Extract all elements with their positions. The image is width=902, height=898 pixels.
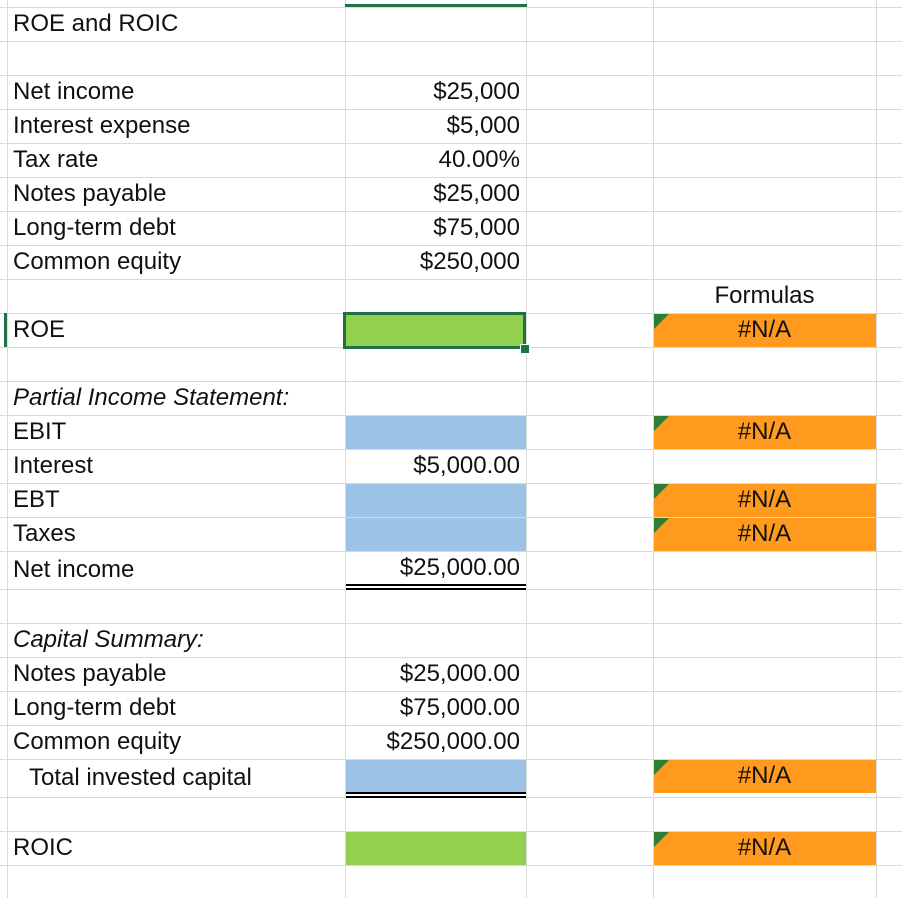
roic-formula-cell[interactable] <box>654 832 876 865</box>
interest-value[interactable]: $5,000.00 <box>413 452 520 479</box>
gridline <box>0 517 902 518</box>
input-label: Long-term debt <box>13 214 176 241</box>
net-income-value[interactable]: $25,000.00 <box>399 554 520 581</box>
roe-result-cell[interactable] <box>346 314 526 347</box>
gridline <box>0 657 902 658</box>
error-indicator-icon[interactable] <box>654 760 669 775</box>
input-value[interactable]: $25,000 <box>433 78 520 105</box>
gridline <box>0 7 902 8</box>
double-underline <box>346 792 526 798</box>
roic-result-cell[interactable] <box>346 832 526 865</box>
total-formula-cell[interactable] <box>654 760 876 793</box>
roic-label: ROIC <box>13 834 73 861</box>
roe-label: ROE <box>13 316 66 343</box>
notes-payable-value[interactable]: $25,000.00 <box>399 660 520 687</box>
gridline <box>0 415 902 416</box>
gridline <box>0 109 902 110</box>
gridline <box>0 691 902 692</box>
input-value[interactable]: $250,000 <box>419 248 520 275</box>
gridline <box>0 551 902 552</box>
taxes-label: Taxes <box>13 520 76 547</box>
ebit-label: EBIT <box>13 418 67 445</box>
long-term-debt-value[interactable]: $75,000.00 <box>399 694 520 721</box>
common-equity-label: Common equity <box>13 728 182 755</box>
input-value[interactable]: $5,000 <box>446 112 520 139</box>
fill-handle[interactable] <box>520 344 530 354</box>
gridline <box>0 75 902 76</box>
gridline <box>0 623 902 624</box>
gridline <box>0 449 902 450</box>
ebt-formula-cell[interactable] <box>654 484 876 517</box>
column-selected-indicator <box>345 4 527 7</box>
capital-summary-header: Capital Summary: <box>13 626 204 653</box>
roe-formula-cell[interactable] <box>654 314 876 347</box>
input-label: Net income <box>13 78 135 105</box>
taxes-formula-text: #N/A <box>737 520 792 547</box>
total-invested-capital-label: Total invested capital <box>29 764 252 791</box>
gridline <box>0 831 902 832</box>
error-indicator-icon[interactable] <box>654 314 669 329</box>
input-label: Notes payable <box>13 180 167 207</box>
error-indicator-icon[interactable] <box>654 518 669 533</box>
double-underline <box>346 584 526 590</box>
ebt-label: EBT <box>13 486 60 513</box>
gridline <box>0 177 902 178</box>
formulas-header: Formulas <box>714 282 815 309</box>
input-label: Common equity <box>13 248 182 275</box>
gridline <box>0 483 902 484</box>
total-formula-text: #N/A <box>737 762 792 789</box>
gridline <box>0 725 902 726</box>
taxes-input-cell[interactable] <box>346 518 526 551</box>
error-indicator-icon[interactable] <box>654 484 669 499</box>
error-indicator-icon[interactable] <box>654 416 669 431</box>
gridline <box>0 759 902 760</box>
sheet-title: ROE and ROIC <box>13 10 179 37</box>
common-equity-value[interactable]: $250,000.00 <box>386 728 520 755</box>
roe-formula-text: #N/A <box>737 316 792 343</box>
ebit-formula-cell[interactable] <box>654 416 876 449</box>
taxes-formula-cell[interactable] <box>654 518 876 551</box>
total-invested-capital-cell[interactable] <box>346 760 526 793</box>
gridline <box>0 865 902 866</box>
gridline <box>0 211 902 212</box>
net-income-label: Net income <box>13 556 135 583</box>
gridline <box>0 381 902 382</box>
input-value[interactable]: 40.00% <box>438 146 520 173</box>
active-cell-selection[interactable] <box>343 312 526 349</box>
ebit-input-cell[interactable] <box>346 416 526 449</box>
income-statement-header: Partial Income Statement: <box>13 384 290 411</box>
gridline <box>0 41 902 42</box>
notes-payable-label: Notes payable <box>13 660 167 687</box>
gridline <box>0 279 902 280</box>
ebt-formula-text: #N/A <box>737 486 792 513</box>
input-label: Interest expense <box>13 112 191 139</box>
interest-label: Interest <box>13 452 94 479</box>
gridline <box>0 143 902 144</box>
error-indicator-icon[interactable] <box>654 832 669 847</box>
row-selected-indicator <box>4 313 7 347</box>
roic-formula-text: #N/A <box>737 834 792 861</box>
long-term-debt-label: Long-term debt <box>13 694 176 721</box>
gridline <box>0 245 902 246</box>
input-label: Tax rate <box>13 146 99 173</box>
ebt-input-cell[interactable] <box>346 484 526 517</box>
ebit-formula-text: #N/A <box>737 418 792 445</box>
input-value[interactable]: $75,000 <box>433 214 520 241</box>
input-value[interactable]: $25,000 <box>433 180 520 207</box>
